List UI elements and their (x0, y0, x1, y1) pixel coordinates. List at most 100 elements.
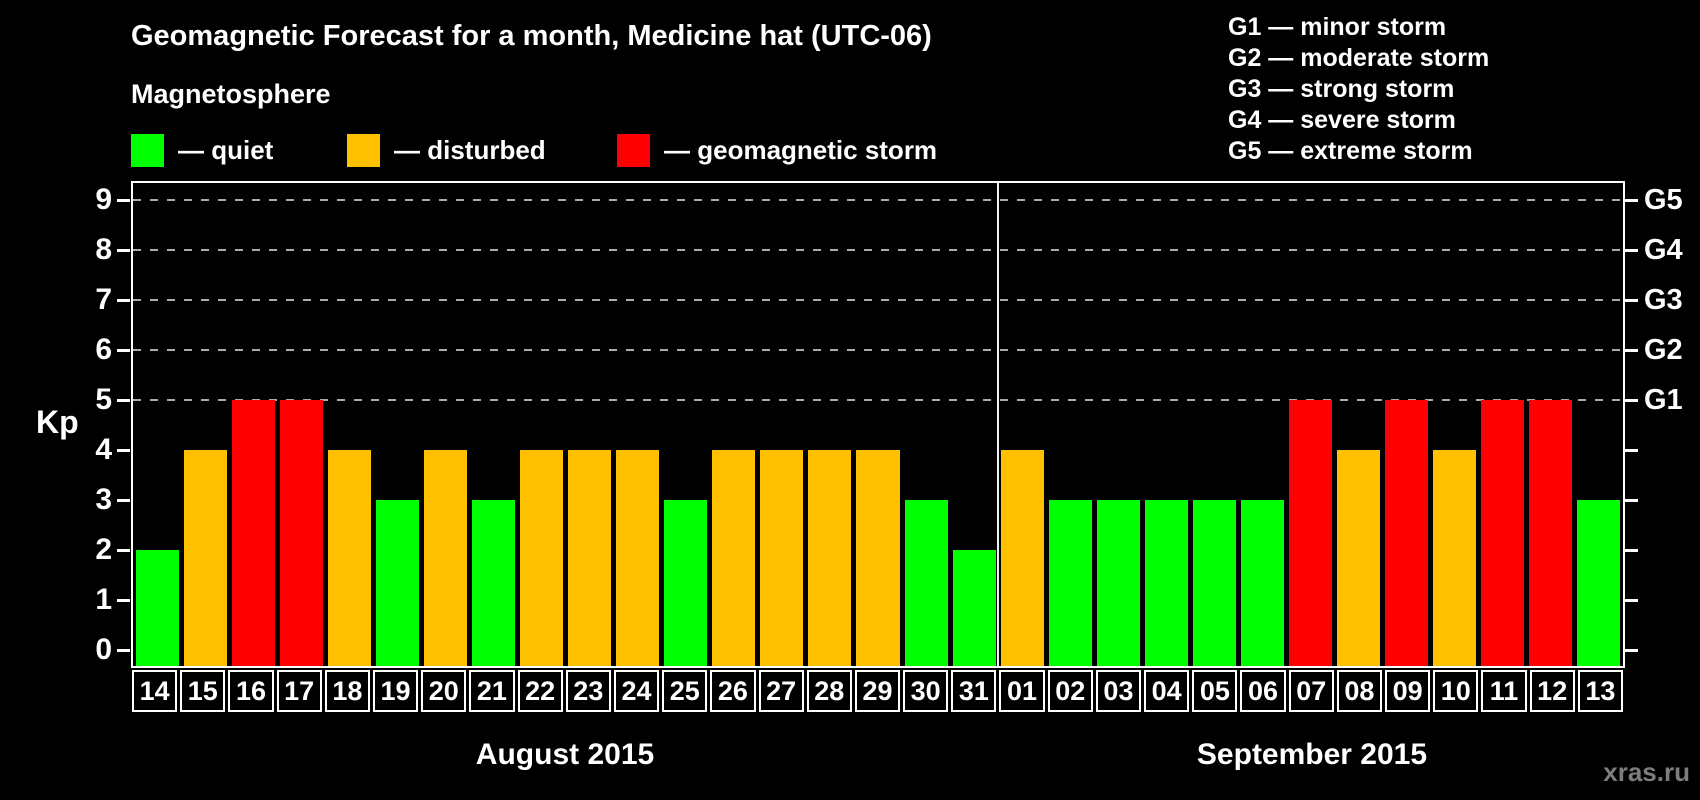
left-tick-2 (117, 548, 130, 552)
right-axis-label-g5: G5 (1644, 184, 1683, 216)
date-cell-01: 01 (999, 670, 1045, 712)
bar-day-08 (1337, 450, 1381, 666)
bar-day-03 (1096, 500, 1140, 666)
gridline-kp-6 (133, 349, 1623, 351)
bar-day-11 (1481, 400, 1525, 666)
left-tick-5 (117, 398, 130, 402)
gridline-kp-7 (133, 299, 1623, 301)
date-cell-07: 07 (1288, 670, 1334, 712)
date-cell-20: 20 (421, 670, 467, 712)
date-cell-18: 18 (324, 670, 370, 712)
bar-day-24 (616, 450, 660, 666)
left-tick-6 (117, 348, 130, 352)
right-tick-2 (1625, 548, 1638, 552)
bar-day-21 (471, 500, 515, 666)
date-cell-22: 22 (517, 670, 563, 712)
bar-day-04 (1144, 500, 1188, 666)
bars-layer (133, 183, 1623, 666)
date-cell-19: 19 (372, 670, 419, 712)
bar-day-14 (135, 550, 179, 666)
bar-day-10 (1433, 450, 1477, 666)
bar-day-22 (520, 450, 564, 666)
left-tick-4 (117, 448, 130, 452)
bar-day-28 (808, 450, 852, 666)
legend-item-storm: — geomagnetic storm (617, 134, 937, 167)
bar-day-13 (1577, 500, 1621, 666)
legend-item-quiet: — quiet (131, 134, 273, 167)
plot-area (131, 181, 1625, 668)
legend-label-disturbed: — disturbed (394, 135, 546, 165)
month-label-august: August 2015 (475, 738, 655, 771)
bar-day-15 (183, 450, 227, 666)
date-axis: 14 15 16 17 18 19 20 21 22 23 24 25 26 27 28 29 30 31 01 02… (131, 670, 1625, 712)
watermark: xras.ru (1603, 757, 1690, 787)
bar-day-16 (231, 400, 275, 666)
bar-day-20 (423, 450, 467, 666)
date-cell-13: 13 (1577, 670, 1623, 712)
right-tick-1 (1625, 598, 1638, 602)
date-cell-03: 03 (1095, 670, 1142, 712)
right-tick-6 (1625, 348, 1638, 352)
bar-day-27 (760, 450, 804, 666)
bar-day-12 (1529, 400, 1573, 666)
date-cell-28: 28 (806, 670, 852, 712)
g-scale-line-1: G1 — minor storm (1228, 13, 1447, 41)
date-cell-16: 16 (228, 670, 274, 712)
bar-day-29 (856, 450, 900, 666)
right-tick-0 (1625, 648, 1638, 652)
right-tick-9 (1625, 198, 1638, 202)
legend-swatch-storm (617, 134, 650, 167)
date-cell-09: 09 (1385, 670, 1431, 712)
legend-label-quiet: — quiet (178, 135, 274, 165)
ytick-label-1: 1 (95, 583, 112, 616)
g-scale-line-4: G4 — severe storm (1228, 106, 1456, 134)
bar-day-18 (327, 450, 371, 666)
legend-label-storm: — geomagnetic storm (664, 135, 938, 165)
ytick-label-2: 2 (95, 533, 112, 566)
right-tick-4 (1625, 448, 1638, 452)
date-cell-21: 21 (469, 670, 515, 712)
status-legend: — quiet — disturbed — geomagnetic storm (0, 134, 1700, 167)
bar-day-23 (568, 450, 612, 666)
bar-day-25 (664, 500, 708, 666)
date-cell-31: 31 (951, 670, 997, 712)
bar-day-31 (952, 550, 996, 666)
left-tick-9 (117, 198, 130, 202)
bar-day-02 (1048, 500, 1092, 666)
date-cell-24: 24 (613, 670, 660, 712)
magnetosphere-legend-heading: Magnetosphere (131, 79, 331, 109)
date-cell-12: 12 (1529, 670, 1575, 712)
left-tick-1 (117, 598, 130, 602)
date-cell-11: 11 (1481, 670, 1527, 712)
gridline-kp-5 (133, 399, 1623, 401)
bar-day-26 (712, 450, 756, 666)
bar-day-09 (1385, 400, 1429, 666)
right-tick-3 (1625, 498, 1638, 502)
right-tick-5 (1625, 398, 1638, 402)
date-cell-29: 29 (854, 670, 901, 712)
ytick-label-8: 8 (95, 233, 112, 266)
date-cell-25: 25 (662, 670, 708, 712)
date-cell-06: 06 (1240, 670, 1286, 712)
right-axis-label-g4: G4 (1644, 234, 1683, 266)
ytick-label-0: 0 (95, 633, 112, 666)
right-tick-8 (1625, 248, 1638, 252)
date-cell-02: 02 (1047, 670, 1093, 712)
date-cell-27: 27 (758, 670, 804, 712)
date-cell-10: 10 (1433, 670, 1479, 712)
date-cell-08: 08 (1336, 670, 1383, 712)
right-tick-7 (1625, 298, 1638, 302)
left-tick-0 (117, 648, 130, 652)
legend-swatch-disturbed (347, 134, 380, 167)
date-cell-17: 17 (276, 670, 322, 712)
date-cell-04: 04 (1144, 670, 1190, 712)
ytick-label-3: 3 (95, 483, 112, 516)
kp-axis-label: Kp (36, 404, 79, 440)
right-axis-label-g2: G2 (1644, 334, 1683, 366)
g-scale-legend: G1 — minor storm G2 — moderate storm G3 — … (1228, 12, 1489, 167)
ytick-label-6: 6 (95, 333, 112, 366)
g-scale-line-5: G5 — extreme storm (1228, 137, 1473, 165)
right-axis-label-g3: G3 (1644, 284, 1683, 316)
date-cell-05: 05 (1192, 670, 1238, 712)
bar-day-06 (1240, 500, 1285, 666)
